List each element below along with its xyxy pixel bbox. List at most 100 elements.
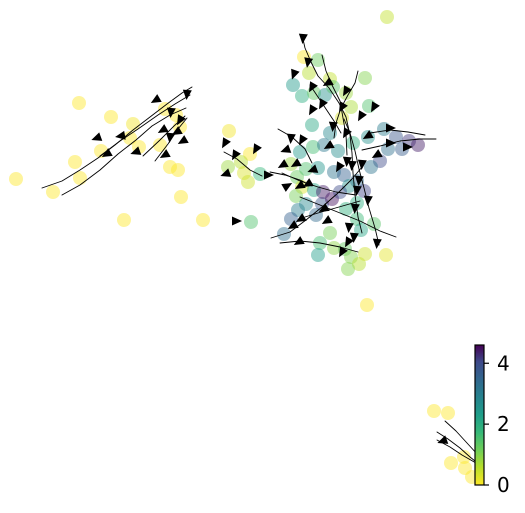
velocity-arrow bbox=[363, 195, 373, 206]
velocity-arrow bbox=[371, 101, 380, 113]
scatter-point bbox=[444, 456, 458, 470]
scatter-point bbox=[427, 404, 441, 418]
velocity-arrow bbox=[130, 146, 142, 155]
streamline bbox=[304, 200, 361, 218]
velocity-arrow bbox=[371, 149, 383, 158]
scatter-point bbox=[316, 185, 330, 199]
velocity-arrow bbox=[165, 132, 175, 143]
velocity-arrow bbox=[157, 124, 169, 133]
velocity-arrow bbox=[344, 222, 354, 233]
velocity-arrow bbox=[309, 81, 318, 93]
velocity-arrow bbox=[232, 216, 242, 226]
velocity-arrow bbox=[177, 114, 186, 126]
scatter-point bbox=[380, 10, 394, 24]
velocity-arrow bbox=[358, 110, 367, 122]
velocity-arrow bbox=[277, 159, 289, 168]
scatter-point bbox=[344, 100, 358, 114]
velocity-arrow bbox=[182, 89, 192, 100]
velocity-arrow bbox=[298, 33, 308, 44]
velocity-arrow bbox=[295, 213, 307, 222]
scatter-point bbox=[295, 89, 309, 103]
scatter-point bbox=[311, 53, 325, 67]
velocity-arrow bbox=[253, 143, 262, 155]
velocity-arrow bbox=[287, 220, 299, 229]
scatter-point bbox=[289, 189, 303, 203]
velocity-arrow bbox=[339, 246, 348, 258]
velocity-arrow bbox=[386, 123, 396, 133]
velocity-arrow bbox=[328, 121, 338, 132]
streamline bbox=[369, 129, 426, 136]
scatter-point bbox=[352, 257, 366, 271]
scatter-point bbox=[323, 226, 337, 240]
velocity-arrow bbox=[386, 138, 396, 148]
scatter-point bbox=[299, 162, 313, 176]
velocity-arrow bbox=[177, 135, 189, 144]
scatter-point bbox=[337, 168, 351, 182]
velocity-arrow bbox=[304, 57, 314, 68]
velocity-arrow bbox=[166, 107, 176, 118]
scatter-points bbox=[9, 10, 479, 484]
scatter-point bbox=[306, 140, 320, 154]
velocity-arrow bbox=[286, 133, 296, 144]
scatter-point bbox=[221, 160, 235, 174]
velocity-arrow bbox=[307, 164, 319, 173]
scatter-point bbox=[302, 66, 316, 80]
scatter-point bbox=[411, 138, 425, 152]
velocity-arrow bbox=[347, 160, 357, 171]
velocity-arrow bbox=[302, 178, 314, 187]
streamline bbox=[361, 138, 437, 151]
velocity-arrow bbox=[280, 144, 292, 153]
velocity-arrow bbox=[339, 101, 348, 113]
velocity-arrow bbox=[293, 236, 305, 245]
scatter-point bbox=[360, 298, 374, 312]
velocity-arrow bbox=[101, 148, 113, 157]
colorbar-tick-label: 4 bbox=[497, 351, 510, 375]
scatter-point bbox=[389, 130, 403, 144]
scatter-point bbox=[358, 247, 372, 261]
scatter-point bbox=[46, 185, 60, 199]
scatter-point bbox=[364, 160, 378, 174]
velocity-arrow bbox=[336, 161, 345, 173]
scatter-point bbox=[72, 96, 86, 110]
velocity-arrow bbox=[299, 134, 308, 146]
velocity-arrow bbox=[232, 149, 241, 161]
streamline bbox=[270, 166, 363, 239]
scatter-point bbox=[241, 175, 255, 189]
scatter-point bbox=[237, 166, 251, 180]
streamline bbox=[61, 107, 187, 196]
velocity-arrow bbox=[91, 132, 103, 141]
scatter-point bbox=[284, 157, 298, 171]
colorbar-tick-label: 0 bbox=[497, 473, 510, 497]
scatter-point bbox=[458, 461, 472, 475]
colorbar-gradient bbox=[474, 344, 485, 486]
scatter-point bbox=[331, 144, 345, 158]
velocity-arrow bbox=[357, 159, 367, 170]
scatter-point bbox=[73, 171, 87, 185]
streamline bbox=[301, 34, 363, 234]
scatter-point bbox=[311, 248, 325, 262]
scatter-point bbox=[381, 142, 395, 156]
scatter-point bbox=[293, 145, 307, 159]
scatter-point bbox=[9, 172, 23, 186]
scatter-point bbox=[333, 185, 347, 199]
streamline bbox=[99, 94, 191, 157]
velocity-arrow bbox=[343, 127, 352, 139]
scatter-point bbox=[174, 190, 188, 204]
streamline bbox=[279, 240, 359, 253]
streamline bbox=[281, 172, 357, 196]
scatter-point bbox=[104, 110, 118, 124]
scatter-point bbox=[291, 203, 305, 217]
velocity-arrow bbox=[264, 170, 274, 180]
velocity-arrow bbox=[437, 435, 449, 444]
velocity-arrow bbox=[342, 156, 352, 167]
scatter-point bbox=[171, 163, 185, 177]
velocity-arrow bbox=[352, 185, 362, 196]
scatter-point bbox=[318, 88, 332, 102]
velocity-arrow bbox=[372, 238, 382, 249]
velocity-arrow bbox=[150, 94, 162, 103]
scatter-point bbox=[327, 241, 341, 255]
velocity-streamlines bbox=[41, 34, 481, 466]
scatter-point bbox=[286, 78, 300, 92]
scatter-point bbox=[68, 155, 82, 169]
velocity-arrow bbox=[350, 203, 360, 214]
